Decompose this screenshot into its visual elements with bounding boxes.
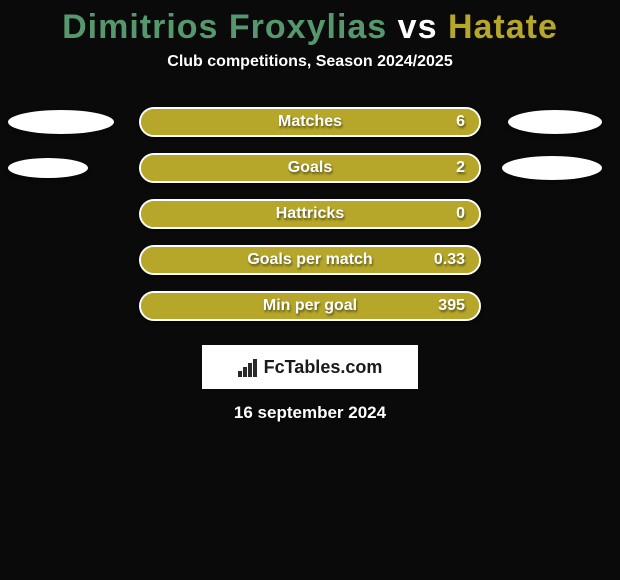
- comparison-bars: Matches6Goals2Hattricks0Goals per match0…: [0, 99, 620, 329]
- stat-label: Goals per match: [141, 251, 479, 269]
- stat-row: Goals2: [0, 145, 620, 191]
- left-ellipse: [8, 158, 88, 178]
- player2-name: Hatate: [448, 8, 558, 46]
- stat-value: 0.33: [434, 251, 465, 269]
- stat-row: Hattricks0: [0, 191, 620, 237]
- stat-label: Goals: [141, 159, 479, 177]
- stat-label: Min per goal: [141, 297, 479, 315]
- right-ellipse: [508, 110, 602, 134]
- stat-bar: Hattricks0: [139, 199, 481, 229]
- stat-bar: Matches6: [139, 107, 481, 137]
- subtitle: Club competitions, Season 2024/2025: [0, 53, 620, 71]
- stat-row: Min per goal395: [0, 283, 620, 329]
- stat-label: Matches: [141, 113, 479, 131]
- player1-name: Dimitrios Froxylias: [62, 8, 387, 46]
- comparison-infographic: Dimitrios Froxylias vs Hatate Club compe…: [0, 0, 620, 580]
- date-text: 16 september 2024: [0, 403, 620, 423]
- stat-value: 2: [456, 159, 465, 177]
- stat-row: Goals per match0.33: [0, 237, 620, 283]
- stat-bar: Goals per match0.33: [139, 245, 481, 275]
- vs-text: vs: [398, 8, 438, 46]
- logo-bars-icon: [238, 357, 260, 377]
- page-title: Dimitrios Froxylias vs Hatate: [0, 0, 620, 47]
- stat-label: Hattricks: [141, 205, 479, 223]
- fctables-logo[interactable]: FcTables.com: [202, 345, 418, 389]
- stat-value: 0: [456, 205, 465, 223]
- stat-bar: Goals2: [139, 153, 481, 183]
- stat-row: Matches6: [0, 99, 620, 145]
- stat-value: 395: [438, 297, 465, 315]
- right-ellipse: [502, 156, 602, 180]
- logo-text: FcTables.com: [264, 357, 383, 378]
- left-ellipse: [8, 110, 114, 134]
- stat-value: 6: [456, 113, 465, 131]
- stat-bar: Min per goal395: [139, 291, 481, 321]
